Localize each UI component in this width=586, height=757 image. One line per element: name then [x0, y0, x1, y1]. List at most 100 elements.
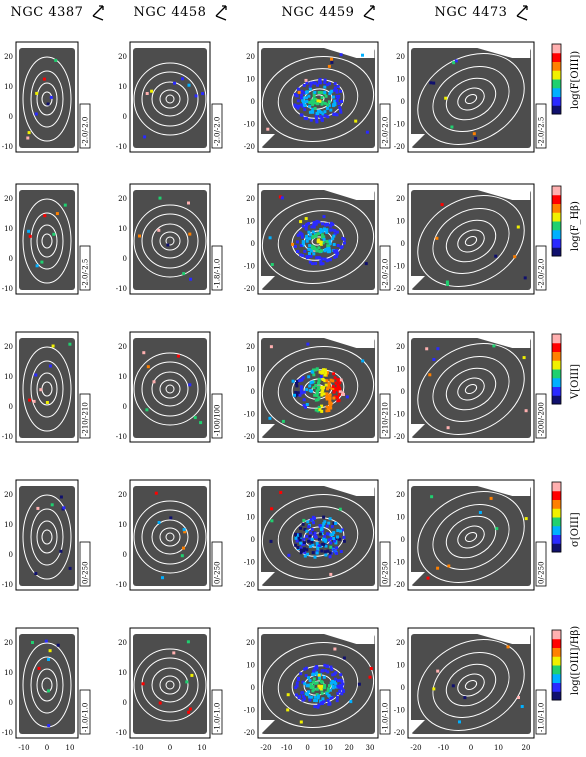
column-title: NGC 4473 — [435, 5, 508, 20]
emission-pixel — [334, 537, 338, 541]
emission-pixel — [302, 403, 306, 407]
emission-pixel — [193, 416, 197, 420]
emission-pixel — [304, 226, 308, 230]
emission-pixel — [312, 680, 316, 684]
colorbar-segment — [552, 61, 561, 71]
emission-pixel — [299, 720, 303, 724]
y-tick-label: 0 — [401, 536, 405, 544]
emission-pixel — [339, 686, 343, 690]
y-tick-label: 20 — [118, 53, 127, 61]
emission-pixel — [146, 365, 150, 369]
emission-pixel — [307, 247, 311, 251]
emission-pixel — [35, 91, 39, 95]
emission-pixel — [26, 136, 30, 140]
emission-pixel — [329, 681, 333, 685]
isophote-contour — [159, 231, 181, 251]
emission-pixel — [323, 101, 327, 105]
emission-pixel — [36, 506, 40, 510]
emission-pixel — [317, 238, 321, 242]
emission-pixel — [320, 257, 324, 261]
isophote-contour — [165, 94, 175, 104]
emission-pixel — [342, 656, 346, 660]
emission-pixel — [324, 383, 328, 387]
emission-pixel — [322, 522, 326, 526]
colorbar-segment — [552, 342, 561, 352]
emission-pixel — [312, 373, 316, 377]
emission-scatter — [268, 342, 365, 423]
emission-pixel — [324, 544, 328, 548]
emission-pixel — [341, 682, 345, 686]
emission-pixel — [145, 408, 149, 412]
emission-pixel — [311, 380, 314, 384]
emission-pixel — [327, 381, 331, 385]
emission-pixel — [335, 254, 338, 258]
masked-region — [477, 486, 531, 496]
emission-scatter — [27, 203, 67, 268]
emission-pixel — [298, 393, 302, 397]
y-tick-label: 20 — [396, 53, 405, 61]
emission-pixel — [315, 394, 319, 397]
emission-pixel — [294, 543, 298, 547]
range-label: 0/-250 — [82, 561, 90, 584]
emission-pixel — [188, 383, 192, 387]
y-tick-label: 10 — [246, 218, 255, 226]
emission-pixel — [326, 250, 330, 254]
emission-pixel — [314, 222, 318, 226]
range-box — [211, 245, 223, 291]
y-tick-label: -10 — [2, 285, 13, 293]
emission-pixel — [305, 255, 309, 259]
isophote-contour — [261, 642, 375, 728]
x-tick-label: 10 — [198, 744, 207, 752]
isophote-contour — [432, 356, 510, 422]
column-title: NGC 4387 — [11, 5, 84, 20]
masked-region — [411, 276, 425, 290]
emission-pixel — [320, 390, 324, 394]
emission-pixel — [436, 566, 440, 570]
emission-scatter — [425, 344, 528, 430]
emission-pixel — [303, 682, 307, 686]
emission-region — [293, 219, 346, 266]
y-tick-label: 0 — [251, 536, 255, 544]
y-tick-label: 10 — [4, 373, 13, 381]
emission-pixel — [338, 106, 342, 109]
emission-pixel — [142, 351, 146, 355]
emission-pixel — [333, 376, 337, 380]
emission-pixel — [329, 401, 333, 405]
y-tick-label: 10 — [4, 83, 13, 91]
emission-pixel — [329, 541, 333, 545]
emission-pixel — [330, 60, 334, 64]
range-label: 0/-250 — [382, 561, 390, 584]
emission-pixel — [328, 702, 332, 706]
emission-pixel — [337, 102, 341, 106]
y-tick-label: 20 — [246, 53, 255, 61]
emission-pixel — [303, 667, 307, 671]
map-panel — [257, 41, 391, 153]
masked-region — [324, 486, 375, 496]
emission-pixel — [310, 110, 314, 113]
emission-pixel — [317, 694, 320, 698]
isophote-contour — [133, 352, 207, 426]
y-tick-label: 0 — [123, 551, 127, 559]
masked-region — [411, 720, 425, 734]
isophote-contour — [417, 195, 525, 287]
emission-pixel — [314, 681, 317, 685]
emission-pixel — [291, 242, 294, 246]
emission-scatter — [426, 495, 528, 580]
y-tick-label: 20 — [396, 343, 405, 351]
emission-pixel — [308, 384, 312, 388]
range-label: -100/100 — [214, 405, 222, 436]
isophote-contour — [141, 509, 199, 565]
emission-pixel — [313, 393, 317, 397]
emission-pixel — [328, 393, 332, 397]
map-panel — [15, 331, 91, 443]
masked-region — [324, 634, 375, 644]
emission-pixel — [320, 526, 324, 530]
y-tick-label: 10 — [246, 662, 255, 670]
emission-pixel — [320, 371, 324, 375]
colorbar-segment — [552, 656, 561, 666]
emission-pixel — [317, 543, 321, 547]
emission-pixel — [304, 666, 308, 670]
emission-pixel — [361, 359, 365, 363]
emission-pixel — [299, 551, 303, 555]
isophote-contour — [151, 81, 189, 117]
